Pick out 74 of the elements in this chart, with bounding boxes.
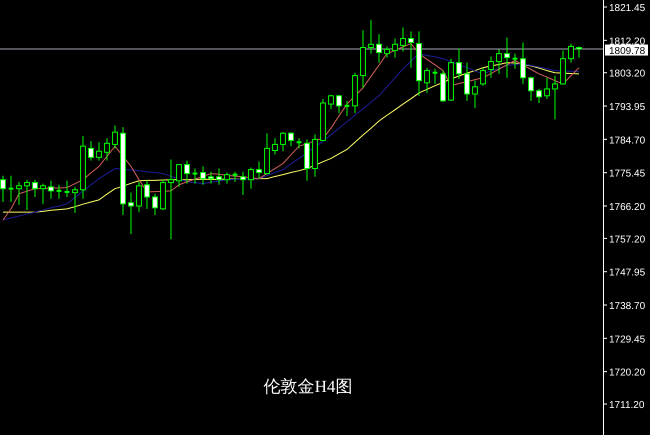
y-tick-label: 1793.95 xyxy=(609,102,646,114)
candlestick xyxy=(472,80,478,109)
y-tick-label: 1747.95 xyxy=(609,268,646,279)
candlestick xyxy=(64,180,70,198)
y-tick-label: 1775.45 xyxy=(609,168,646,180)
candlestick xyxy=(224,172,230,184)
candlestick xyxy=(392,38,398,58)
candlestick xyxy=(568,43,574,64)
candlestick xyxy=(176,164,182,188)
candlestick xyxy=(480,67,486,86)
y-tick-label: 1766.20 xyxy=(609,202,646,213)
candlestick xyxy=(248,166,254,190)
candlestick xyxy=(48,180,54,200)
candlestick xyxy=(328,94,334,110)
candlestick xyxy=(288,132,294,147)
candlestick xyxy=(384,46,390,58)
y-tick-label: 1738.70 xyxy=(609,301,646,312)
candlestick xyxy=(32,179,38,198)
y-tick-label: 1729.45 xyxy=(609,334,646,346)
candlestick xyxy=(424,67,430,94)
candlestick xyxy=(24,179,30,210)
candlestick xyxy=(336,94,342,114)
candlestick xyxy=(512,53,518,70)
candlestick xyxy=(240,171,246,196)
candlestick xyxy=(400,26,406,52)
candlestick xyxy=(520,42,526,84)
candlestick xyxy=(528,76,534,102)
y-tick-label: 1711.20 xyxy=(609,400,645,412)
candlestick xyxy=(536,88,542,104)
candlestick xyxy=(128,192,134,235)
candlestick xyxy=(344,100,350,116)
y-tick-label: 1821.45 xyxy=(609,3,646,14)
candlestick xyxy=(408,30,414,68)
candlestick xyxy=(40,183,46,204)
candlestick xyxy=(168,159,174,240)
candlestick xyxy=(16,181,22,206)
y-tick-label: 1720.20 xyxy=(609,368,646,379)
candlestick xyxy=(496,48,502,74)
candlestick xyxy=(144,180,150,210)
candlestick xyxy=(184,160,190,184)
candlestick xyxy=(544,77,550,100)
candlestick xyxy=(0,175,6,203)
y-tick-label: 1757.20 xyxy=(609,234,646,246)
candlestick xyxy=(504,36,510,78)
candlestick xyxy=(72,186,78,214)
candlestick xyxy=(456,48,462,80)
candlestick xyxy=(552,75,558,120)
candlestick xyxy=(112,124,118,149)
candlestick xyxy=(96,142,102,162)
candlestick xyxy=(368,20,374,54)
candlestick xyxy=(296,138,302,149)
candlestick xyxy=(152,193,158,216)
candlestick xyxy=(576,46,582,58)
candlestick xyxy=(464,62,470,102)
text: 伦敦金H4图 xyxy=(264,377,352,396)
candlestick xyxy=(376,34,382,64)
ref-line-label: 1809.78 xyxy=(609,46,646,58)
candlestick xyxy=(192,168,198,184)
candlestick xyxy=(208,171,214,184)
y-tick-label: 1784.70 xyxy=(609,135,646,146)
candlestick xyxy=(200,166,206,186)
candlestick xyxy=(88,140,94,162)
candlestick xyxy=(432,68,438,84)
candlestick xyxy=(232,171,238,182)
candlestick xyxy=(104,138,110,162)
candlestick xyxy=(136,181,142,213)
candlestick xyxy=(8,175,14,203)
candlestick xyxy=(56,184,62,200)
candlestick xyxy=(256,160,262,180)
candlestick xyxy=(216,168,222,186)
candlestick xyxy=(272,138,278,155)
candlestick xyxy=(488,56,494,78)
y-tick-label: 1803.20 xyxy=(609,68,646,80)
candlestick xyxy=(280,132,286,152)
